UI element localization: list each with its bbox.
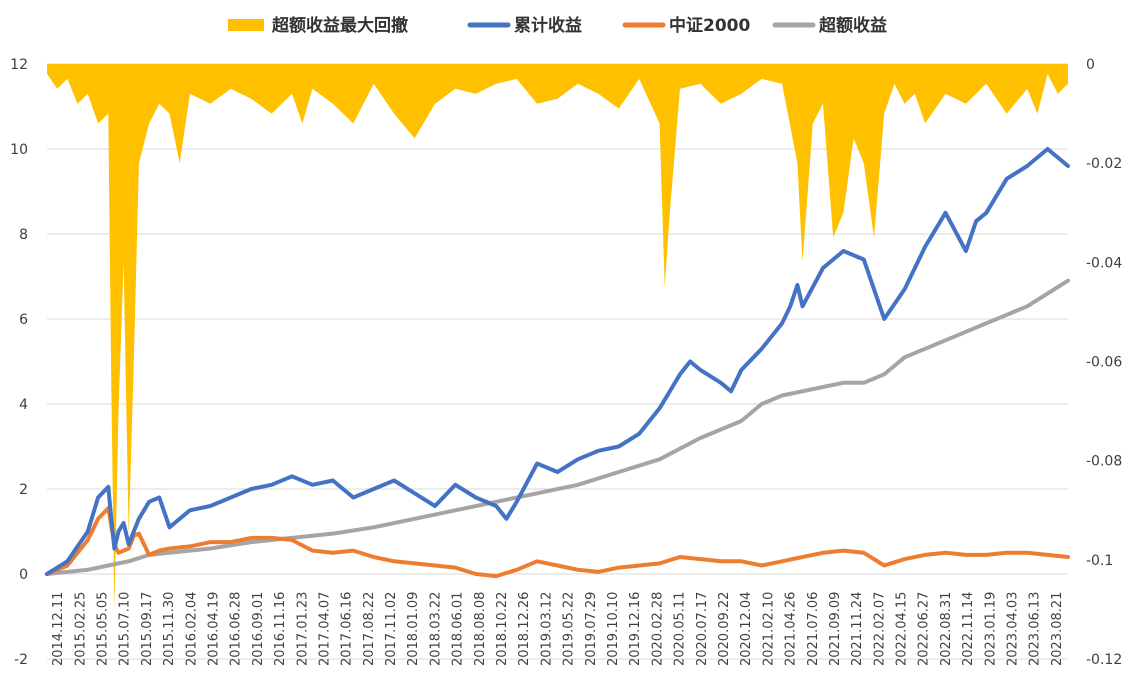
x-tick-label: 2020.07.17 <box>695 592 710 666</box>
y-left-tick-label: 12 <box>10 57 28 73</box>
legend: 超额收益最大回撤 累计收益 中证2000 超额收益 <box>228 15 887 36</box>
legend-swatch-drawdown <box>228 19 264 31</box>
x-tick-label: 2021.07.06 <box>806 592 821 666</box>
legend-label: 中证2000 <box>669 15 750 36</box>
legend-label: 超额收益 <box>819 15 887 36</box>
x-tick-label: 2019.05.22 <box>562 592 577 666</box>
x-tick-label: 2018.06.01 <box>451 592 466 666</box>
x-tick-label: 2019.12.16 <box>628 592 643 666</box>
x-tick-label: 2022.08.31 <box>939 592 954 666</box>
x-tick-label: 2017.06.16 <box>340 592 355 666</box>
drawdown-area <box>47 64 1068 609</box>
x-tick-label: 2022.11.14 <box>961 592 976 666</box>
y-right-tick-label: 0 <box>1086 57 1095 73</box>
x-tick-label: 2019.03.12 <box>539 592 554 666</box>
x-tick-label: 2022.06.27 <box>917 592 932 666</box>
legend-label: 超额收益最大回撤 <box>272 15 408 36</box>
x-tick-label: 2017.01.23 <box>295 592 310 666</box>
x-tick-label: 2021.02.10 <box>761 592 776 666</box>
x-tick-label: 2019.10.10 <box>606 592 621 666</box>
y-left-tick-label: 8 <box>19 227 28 243</box>
x-tick-label: 2016.02.04 <box>184 592 199 666</box>
plot-area <box>47 64 1068 609</box>
excess-return-line <box>47 281 1068 574</box>
y-right-tick-label: -0.12 <box>1086 652 1122 668</box>
x-tick-label: 2021.09.09 <box>828 592 843 666</box>
x-tick-label: 2023.06.13 <box>1028 592 1043 666</box>
x-tick-label: 2023.01.19 <box>983 592 998 666</box>
x-tick-label: 2018.10.22 <box>495 592 510 666</box>
x-tick-label: 2017.04.07 <box>317 592 332 666</box>
y-left-tick-label: 4 <box>19 397 28 413</box>
y-axis-right: 0 -0.02 -0.04 -0.06 -0.08 -0.1 -0.12 <box>1086 57 1122 668</box>
y-right-tick-label: -0.08 <box>1086 454 1122 470</box>
x-tick-label: 2020.05.11 <box>673 592 688 666</box>
x-tick-label: 2016.11.16 <box>273 592 288 666</box>
y-right-tick-label: -0.02 <box>1086 156 1122 172</box>
x-tick-label: 2022.04.15 <box>895 592 910 666</box>
x-tick-label: 2022.02.07 <box>872 592 887 666</box>
x-tick-label: 2021.11.24 <box>850 592 865 666</box>
x-tick-label: 2017.08.22 <box>362 592 377 666</box>
x-tick-label: 2016.04.19 <box>206 592 221 666</box>
x-tick-label: 2015.09.17 <box>140 592 155 666</box>
x-tick-label: 2015.07.10 <box>118 592 133 666</box>
x-tick-label: 2020.02.28 <box>650 592 665 666</box>
csi2000-line <box>47 508 1068 576</box>
y-left-tick-label: 0 <box>19 567 28 583</box>
x-tick-label: 2021.04.26 <box>784 592 799 666</box>
y-right-tick-label: -0.06 <box>1086 355 1122 371</box>
grid-lines <box>47 64 1068 659</box>
x-tick-label: 2015.05.05 <box>95 592 110 666</box>
x-tick-label: 2015.11.30 <box>162 592 177 666</box>
x-tick-label: 2018.12.26 <box>517 592 532 666</box>
x-axis: 2014.12.11 2015.02.25 2015.05.05 2015.07.10… <box>51 592 1065 666</box>
cumulative-return-line <box>47 149 1068 574</box>
x-tick-label: 2015.02.25 <box>73 592 88 666</box>
y-left-tick-label: 6 <box>19 312 28 328</box>
x-tick-label: 2016.06.28 <box>229 592 244 666</box>
y-right-tick-label: -0.04 <box>1086 255 1122 271</box>
x-tick-label: 2014.12.11 <box>51 592 66 666</box>
y-left-tick-label: 10 <box>10 142 28 158</box>
x-tick-label: 2023.04.03 <box>1006 592 1021 666</box>
x-tick-label: 2019.07.29 <box>584 592 599 666</box>
legend-label: 累计收益 <box>514 15 582 36</box>
y-left-tick-label: -2 <box>14 652 28 668</box>
x-tick-label: 2018.08.08 <box>473 592 488 666</box>
x-tick-label: 2017.11.02 <box>384 592 399 666</box>
x-tick-label: 2018.03.22 <box>428 592 443 666</box>
y-left-tick-label: 2 <box>19 482 28 498</box>
y-axis-left: -2 0 2 4 6 8 10 12 <box>10 57 28 668</box>
x-tick-label: 2023.08.21 <box>1050 592 1065 666</box>
x-tick-label: 2020.09.22 <box>717 592 732 666</box>
y-right-tick-label: -0.1 <box>1086 553 1113 569</box>
x-tick-label: 2020.12.04 <box>739 592 754 666</box>
x-tick-label: 2018.01.09 <box>406 592 421 666</box>
x-tick-label: 2016.09.01 <box>251 592 266 666</box>
